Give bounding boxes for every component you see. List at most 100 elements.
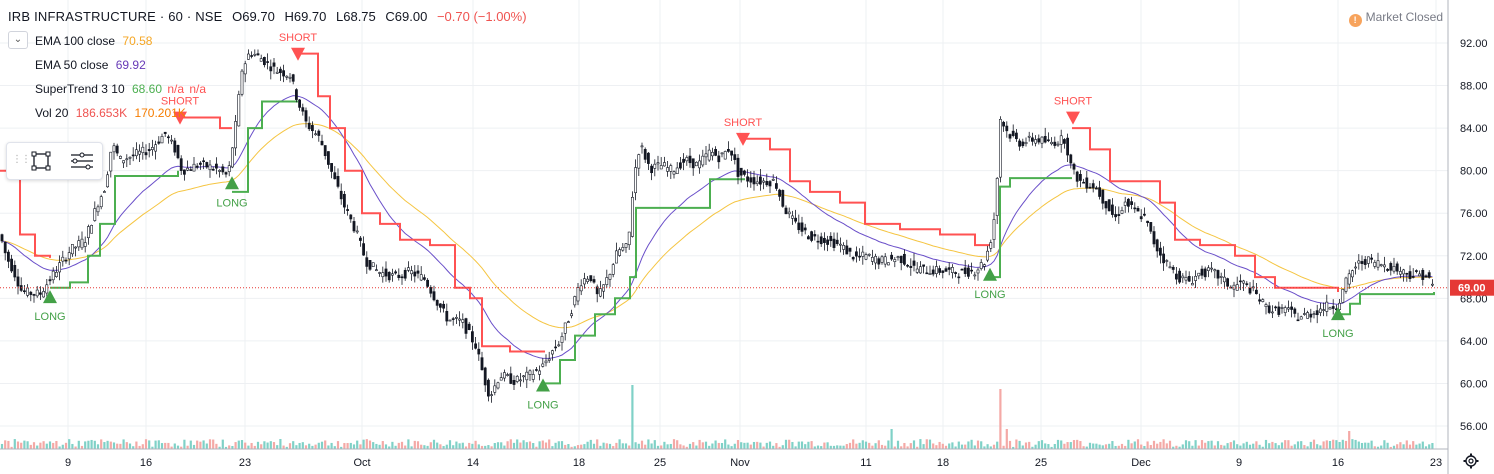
volume-bar <box>80 445 84 449</box>
drag-handle-icon[interactable]: ⋮⋮ <box>12 154 31 165</box>
volume-bar <box>506 441 509 449</box>
volume-bar <box>1338 442 1341 449</box>
candle-body <box>278 68 282 74</box>
volume-bar <box>1133 441 1136 449</box>
candle-body <box>291 74 295 82</box>
volume-bar <box>1108 443 1111 449</box>
legend-ema50[interactable]: EMA 50 close 69.92 <box>35 58 146 72</box>
candle-body <box>285 75 289 78</box>
candle-body <box>1248 287 1252 294</box>
lines-tool-icon[interactable] <box>69 151 95 171</box>
candle-body <box>1411 276 1415 278</box>
candle-body <box>202 160 206 162</box>
volume-bar <box>32 442 36 449</box>
volume-bar <box>448 440 452 449</box>
candle-body <box>269 66 273 72</box>
candle-body <box>589 275 593 281</box>
volume-bar <box>599 445 602 449</box>
volume-bar <box>1124 445 1127 449</box>
volume-bar <box>1172 446 1175 449</box>
candle-body <box>224 172 228 175</box>
market-status[interactable]: ! Market Closed <box>1348 10 1443 27</box>
volume-bar <box>490 446 493 449</box>
candle-body <box>320 140 324 146</box>
gear-icon[interactable] <box>1463 453 1479 469</box>
candle-body <box>573 296 577 306</box>
collapse-legend-button[interactable]: ⌄ <box>8 31 28 49</box>
candle-body <box>173 140 177 153</box>
drawing-toolbar[interactable]: ⋮⋮ <box>6 142 103 180</box>
volume-bar <box>919 439 922 449</box>
volume-bar <box>839 445 842 449</box>
candle-body <box>195 165 199 168</box>
volume-bar <box>820 446 823 449</box>
candle-body <box>358 237 362 241</box>
volume-bar <box>740 442 743 449</box>
volume-bar <box>832 445 836 449</box>
x-tick-label: Nov <box>730 457 750 469</box>
candle-body <box>231 147 234 168</box>
volume-bar <box>564 444 567 449</box>
legend-ema100[interactable]: EMA 100 close 70.58 <box>35 34 152 48</box>
candle-body <box>1379 264 1383 267</box>
volume-bar <box>500 442 503 449</box>
legend-volume[interactable]: Vol 20 186.653K 170.201K <box>35 106 186 120</box>
volume-bar <box>653 440 656 449</box>
legend-supertrend[interactable]: SuperTrend 3 10 68.60 n/a n/a <box>35 82 206 96</box>
candle-body <box>1287 307 1290 310</box>
volume-bar <box>541 440 544 449</box>
volume-bar <box>676 440 679 449</box>
candle-body <box>528 370 532 375</box>
candle-body <box>131 154 135 157</box>
volume-bar <box>458 443 461 449</box>
volume-bar <box>628 445 631 449</box>
volume-bar <box>493 443 496 449</box>
candle-body <box>1005 125 1009 132</box>
candle-body <box>7 251 10 262</box>
candle-body <box>1283 307 1287 313</box>
volume-bar <box>292 441 295 449</box>
candle-body <box>790 215 794 219</box>
volume-bar <box>154 440 157 449</box>
candle-body <box>189 169 193 171</box>
candle-body <box>381 272 385 278</box>
volume-bar <box>672 439 676 449</box>
volume-bar <box>1226 443 1229 449</box>
candle-body <box>58 262 62 273</box>
volume-bar <box>1296 441 1300 449</box>
short-arrow-icon <box>173 111 187 125</box>
volume-bar <box>1220 444 1223 449</box>
volume-bar <box>512 442 516 449</box>
volume-bar <box>503 445 506 449</box>
volume-bar <box>708 445 711 449</box>
volume-bar <box>119 443 122 449</box>
candle-body <box>944 268 948 272</box>
candle-body <box>922 264 926 267</box>
candle-body <box>906 264 910 267</box>
volume-bar <box>1152 440 1156 449</box>
candle-body <box>1133 207 1137 210</box>
long-arrow-icon <box>225 176 239 190</box>
candle-body <box>502 372 506 379</box>
x-tick-label: 23 <box>1430 457 1442 469</box>
exclamation-icon: ! <box>1348 14 1362 27</box>
candle-body <box>768 181 772 187</box>
volume-bar <box>1175 445 1178 449</box>
volume-bar <box>468 442 471 449</box>
candle-body <box>349 214 353 220</box>
volume-bar <box>1306 446 1309 449</box>
volume-bar <box>1348 431 1351 449</box>
candle-body <box>643 149 647 160</box>
volume-bar <box>730 446 733 449</box>
candle-body <box>554 346 558 349</box>
candle-body <box>1047 139 1050 142</box>
volume-bar <box>1396 444 1399 449</box>
candle-body <box>1319 308 1322 313</box>
candle-body <box>538 370 542 375</box>
volume-bar <box>346 443 349 449</box>
candle-body <box>819 236 823 245</box>
volume-bar <box>407 439 410 449</box>
volume-bar <box>87 440 90 449</box>
rectangle-tool-icon[interactable] <box>31 151 51 171</box>
